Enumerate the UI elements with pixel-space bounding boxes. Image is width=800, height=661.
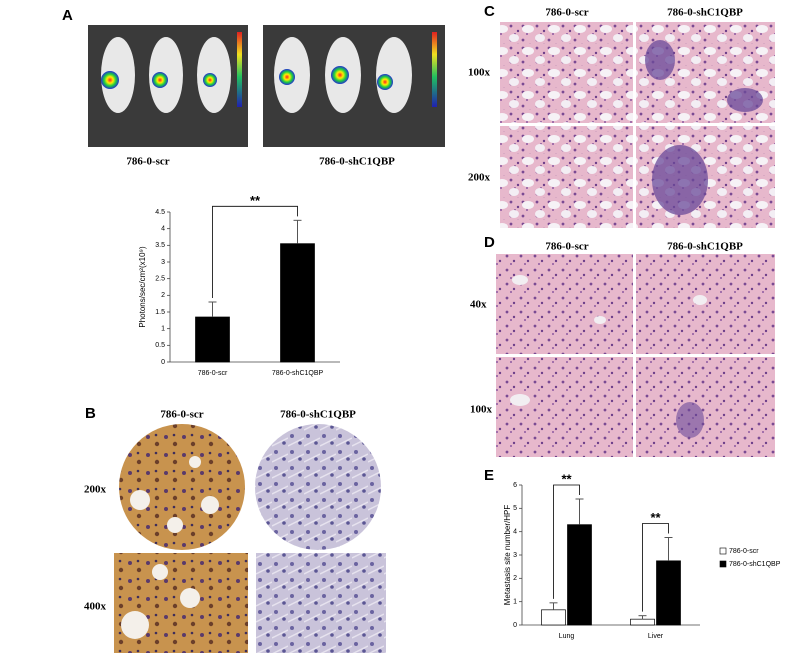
y-tick-label: 2.5	[155, 276, 165, 283]
panel-label: B	[85, 405, 96, 422]
y-tick-label: 2	[161, 292, 165, 299]
y-tick-label: 3.5	[155, 242, 165, 249]
significance-bracket	[642, 523, 669, 612]
legend-label: 786-0-shC1QBP	[729, 561, 781, 568]
y-tick-label: 2	[513, 575, 517, 582]
bar	[541, 609, 566, 626]
row-label: 100x	[468, 67, 491, 79]
bar	[630, 618, 655, 626]
caption: 786-0-shC1QBP	[319, 156, 395, 168]
panel-label: C	[484, 3, 495, 20]
y-tick-label: 4.5	[155, 209, 165, 216]
panel-a-images	[88, 25, 445, 147]
significance-label: **	[250, 193, 261, 208]
y-tick-label: 3	[513, 552, 517, 559]
significance-label: **	[561, 471, 572, 486]
bar	[280, 243, 315, 363]
legend-swatch	[719, 547, 727, 555]
bar	[195, 316, 230, 363]
liver-images	[496, 254, 775, 457]
x-tick-label: 786-0-scr	[198, 370, 228, 377]
y-tick-label: 0.5	[155, 342, 165, 349]
legend-swatch	[719, 560, 727, 568]
y-tick-label: 3	[161, 259, 165, 266]
column-header: 786-0-scr	[545, 241, 588, 253]
y-tick-label: 0	[513, 622, 517, 629]
panel-label: D	[484, 234, 495, 251]
ihc-images	[114, 424, 386, 653]
lung-images	[500, 22, 775, 228]
panel-label: E	[484, 467, 494, 484]
column-header: 786-0-scr	[545, 7, 588, 19]
row-label: 200x	[84, 484, 107, 496]
column-header: 786-0-shC1QBP	[667, 241, 743, 253]
y-tick-label: 4	[513, 529, 517, 536]
legend-label: 786-0-scr	[729, 548, 759, 555]
significance-label: **	[650, 510, 661, 525]
significance-bracket	[212, 205, 298, 298]
column-header: 786-0-scr	[160, 409, 203, 421]
row-label: 400x	[84, 601, 107, 613]
bar	[567, 524, 592, 626]
y-tick-label: 0	[161, 359, 165, 366]
column-header: 786-0-shC1QBP	[280, 409, 356, 421]
y-tick-label: 4	[161, 226, 165, 233]
y-tick-label: 6	[513, 482, 517, 489]
row-label: 200x	[468, 172, 491, 184]
column-header: 786-0-shC1QBP	[667, 7, 743, 19]
y-axis-label: Metastasis site number/HPF	[503, 505, 512, 606]
row-label: 40x	[470, 299, 487, 311]
y-tick-label: 1	[161, 326, 165, 333]
y-tick-label: 5	[513, 505, 517, 512]
x-tick-label: 786-0-shC1QBP	[272, 370, 324, 377]
x-tick-label: Liver	[648, 633, 664, 640]
caption: 786-0-scr	[126, 156, 169, 168]
row-label: 100x	[470, 404, 493, 416]
y-axis-label: Photons/sec/cm²(x10⁹)	[138, 246, 147, 328]
panel-label: A	[62, 7, 73, 24]
bar	[656, 560, 681, 626]
y-tick-label: 1.5	[155, 309, 165, 316]
y-tick-label: 1	[513, 599, 517, 606]
x-tick-label: Lung	[559, 633, 575, 640]
significance-bracket	[553, 484, 580, 599]
